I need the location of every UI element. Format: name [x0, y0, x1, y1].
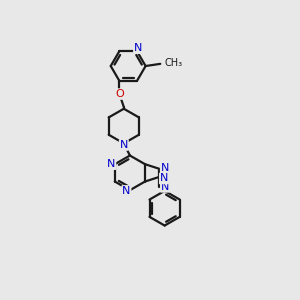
Text: O: O: [115, 89, 124, 99]
Text: N: N: [107, 159, 116, 169]
Text: N: N: [161, 182, 169, 192]
Text: N: N: [161, 163, 169, 173]
Text: N: N: [134, 43, 142, 53]
Text: N: N: [122, 186, 130, 196]
Text: N: N: [120, 140, 128, 150]
Text: N: N: [160, 173, 168, 184]
Text: CH₃: CH₃: [164, 58, 183, 68]
